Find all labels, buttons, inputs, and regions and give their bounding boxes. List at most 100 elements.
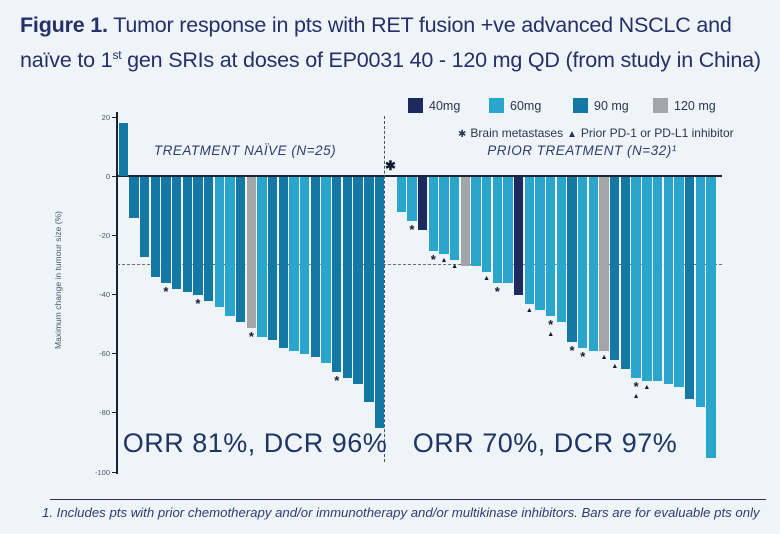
- y-tick-label: 0: [105, 172, 110, 181]
- patient-response-bar: [513, 177, 524, 296]
- patient-response-bar: [353, 177, 363, 384]
- section-divider-line: [384, 116, 385, 462]
- patient-response-bar: [652, 177, 663, 381]
- patient-response-bar: [225, 177, 235, 316]
- brain-metastases-marker: *: [580, 349, 586, 365]
- section-label-treatment-naive: TREATMENT NAÏVE (N=25): [153, 143, 337, 158]
- section-label-prior-treatment: PRIOR TREATMENT (N=32)¹: [487, 143, 677, 158]
- y-tick-mark: [112, 294, 117, 296]
- y-tick-label: -80: [99, 408, 110, 418]
- patient-response-bar: [631, 177, 641, 378]
- patient-response-bar: [503, 177, 513, 284]
- brain-metastases-marker: *: [409, 222, 415, 238]
- figure-title: Figure 1. Tumor response in pts with RET…: [20, 10, 770, 75]
- patient-response-bar: [663, 177, 673, 384]
- patient-response-bar: [374, 177, 385, 429]
- dose-40mg-swatch-icon: [408, 98, 423, 113]
- patient-response-bar: [674, 177, 684, 387]
- y-tick-label: -40: [99, 290, 110, 300]
- patient-response-bar: [321, 177, 331, 364]
- brain-metastases-marker: *: [633, 378, 639, 394]
- patient-response-bar: [396, 177, 406, 213]
- footnote-text: 1. Includes pts with prior chemotherapy …: [42, 505, 760, 520]
- patient-response-bar: [257, 177, 267, 337]
- legend-marker-prior-pd1: ▲ Prior PD-1 or PD-L1 inhibitor: [567, 126, 734, 140]
- brain-metastases-marker: *: [494, 284, 500, 300]
- patient-response-bar: [567, 177, 577, 343]
- asterisk-icon: ✱: [458, 129, 467, 140]
- prior-pd1-marker: ▲: [643, 383, 651, 391]
- patient-response-bar: [203, 177, 214, 302]
- patient-response-bar: [246, 177, 257, 328]
- patient-response-bar: [342, 177, 353, 378]
- minus-30pct-reference-line: [117, 264, 722, 265]
- patient-response-bar: [417, 177, 428, 231]
- patient-response-bar: [289, 177, 299, 352]
- patient-response-bar: [300, 177, 310, 355]
- patient-response-bar: [364, 177, 374, 402]
- patient-response-bar: [235, 177, 246, 322]
- patient-response-bar: [278, 177, 289, 349]
- y-tick-label: 20: [101, 112, 110, 122]
- summary-treatment-naive: ORR 81%, DCR 96%: [122, 428, 388, 458]
- brain-metastases-marker: *: [569, 343, 575, 359]
- y-tick-mark: [112, 412, 117, 414]
- patient-response-bar: [684, 177, 695, 399]
- y-tick-mark: [112, 116, 117, 118]
- y-tick-label: -60: [99, 349, 110, 359]
- zero-baseline: [117, 175, 722, 177]
- patient-response-bar: [546, 177, 556, 316]
- legend-marker-brain-metastases: ✱ Brain metastases: [458, 126, 564, 140]
- patient-response-bar: [642, 177, 652, 381]
- legend-label: 60mg: [510, 98, 542, 113]
- legend-item-40mg: 40mg: [408, 98, 460, 113]
- patient-response-bar: [588, 177, 599, 352]
- legend-label: 120 mg: [674, 98, 716, 113]
- patient-response-bar: [150, 177, 160, 278]
- patient-response-bar: [620, 177, 631, 370]
- prior-pd1-marker: ▲: [632, 392, 640, 400]
- summary-prior-treatment: ORR 70%, DCR 97%: [412, 428, 678, 458]
- patient-response-bar: [481, 177, 492, 272]
- prior-pd1-marker: ▲: [451, 262, 459, 270]
- prior-pd1-marker: ▲: [600, 354, 608, 362]
- patient-response-bar: [161, 177, 171, 284]
- y-tick-mark: [112, 353, 117, 355]
- figure-title-line1: Figure 1. Tumor response in pts with RET…: [20, 13, 732, 37]
- figure-title-line2: naïve to 1st gen SRIs at doses of EP0031…: [20, 48, 761, 73]
- legend-item-60mg: 60mg: [489, 98, 541, 113]
- patient-response-bar: [706, 177, 716, 458]
- patient-response-bar: [535, 177, 545, 310]
- prior-pd1-marker: ▲: [440, 256, 448, 264]
- patient-response-bar: [171, 177, 182, 290]
- patient-response-bar: [129, 177, 139, 219]
- legend-item-90mg: 90 mg: [573, 98, 629, 113]
- patient-response-bar: [268, 177, 278, 340]
- legend-item-120mg: 120 mg: [653, 98, 716, 113]
- brain-metastases-marker: *: [163, 284, 169, 300]
- y-tick-label: -20: [99, 231, 110, 241]
- patient-response-bar: [139, 177, 150, 257]
- prior-pd1-marker: ▲: [611, 363, 619, 371]
- dose-90mg-swatch-icon: [573, 98, 588, 113]
- legend-label: 90 mg: [594, 98, 629, 113]
- patient-response-bar: [556, 177, 567, 322]
- patient-response-bar: [471, 177, 481, 266]
- patient-response-bar: [460, 177, 470, 266]
- patient-response-bar: [439, 177, 449, 254]
- prior-pd1-marker: ▲: [547, 330, 555, 338]
- patient-response-bar: [695, 177, 705, 408]
- prior-pd1-marker: ▲: [483, 274, 491, 282]
- patient-response-bar: [599, 177, 609, 352]
- brain-metastases-marker: *: [248, 328, 254, 344]
- patient-response-bar: [310, 177, 321, 358]
- patient-response-bar: [449, 177, 460, 260]
- patient-response-bar: [428, 177, 438, 251]
- brain-metastases-marker: *: [334, 373, 340, 389]
- patient-response-bar: [610, 177, 620, 361]
- figure-number: Figure 1.: [20, 13, 108, 37]
- patient-response-bar: [407, 177, 417, 222]
- dose-60mg-swatch-icon: [489, 98, 504, 113]
- patient-response-bar: [214, 177, 224, 308]
